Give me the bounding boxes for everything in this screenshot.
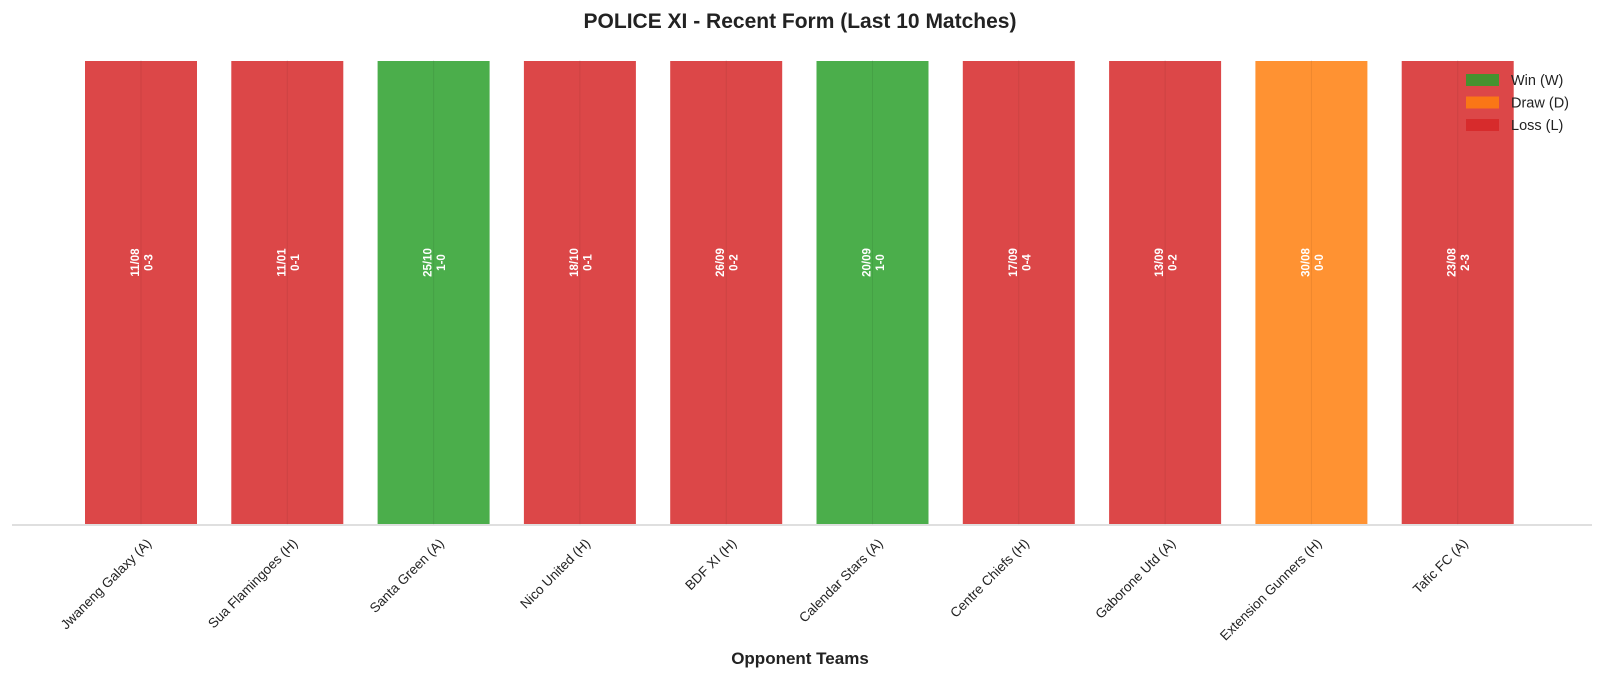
- bar-7: [1107, 59, 1224, 526]
- x-tick-label-7: Gaborone Utd (A): [1092, 536, 1178, 622]
- bar-label-1: 11/01 0-1: [276, 248, 302, 277]
- x-tick-label-9: Tafic FC (A): [1410, 536, 1471, 597]
- bar-score: 0-3: [144, 254, 156, 271]
- bar-label-4: 26/09 0-2: [715, 248, 741, 277]
- bar-2: [375, 59, 492, 526]
- bar-date: 26/09: [715, 248, 727, 277]
- bar-date: 17/09: [1008, 248, 1020, 277]
- bar-score: 1-0: [436, 254, 448, 271]
- x-tick-label-2: Santa Green (A): [367, 536, 447, 616]
- bar-score: 0-1: [582, 254, 594, 271]
- legend-label-D: Draw (D): [1511, 96, 1569, 112]
- bar-score: 0-1: [290, 254, 302, 271]
- bar-score: 1-0: [875, 254, 887, 271]
- bar-score: 0-2: [1168, 254, 1180, 271]
- bar-score: 0-0: [1314, 254, 1326, 271]
- bar-5: [814, 59, 931, 526]
- chart-title: POLICE XI - Recent Form (Last 10 Matches…: [584, 10, 1017, 33]
- bar-date: 20/09: [862, 248, 874, 277]
- x-tick-label-3: Nico United (H): [517, 536, 593, 612]
- bar-score: 2-3: [1460, 254, 1472, 271]
- bar-label-8: 30/08 0-0: [1300, 248, 1326, 277]
- bar-label-6: 17/09 0-4: [1008, 248, 1034, 277]
- bar-label-3: 18/10 0-1: [569, 248, 595, 277]
- bar-label-7: 13/09 0-2: [1154, 248, 1180, 277]
- bar-label-0: 11/08 0-3: [130, 248, 156, 277]
- legend-swatch-W: [1466, 74, 1499, 86]
- legend-swatch-L: [1466, 119, 1499, 131]
- bar-0: [83, 59, 199, 526]
- bar-score: 0-2: [729, 254, 741, 271]
- bar-date: 18/10: [569, 248, 581, 277]
- bar-label-2: 25/10 1-0: [423, 248, 449, 277]
- x-tick-label-0: Jwaneng Galaxy (A): [58, 536, 155, 633]
- bars-group: 11/08 0-3 11/01 0-1 25/10 1-0 18/10 0-1 26/09 0-2…: [83, 59, 1516, 526]
- bar-date: 30/08: [1300, 248, 1312, 277]
- bar-date: 23/08: [1447, 248, 1459, 277]
- bar-9: [1399, 59, 1516, 526]
- bar-label-9: 23/08 2-3: [1447, 248, 1473, 277]
- legend-swatch-D: [1466, 96, 1499, 109]
- x-tick-label-8: Extension Gunners (H): [1217, 536, 1325, 644]
- x-tick-label-6: Centre Chiefs (H): [947, 536, 1032, 621]
- bar-6: [960, 59, 1077, 526]
- bar-8: [1253, 59, 1370, 526]
- x-tick-labels: Jwaneng Galaxy (A) Sua Flamingoes (H) Sant…: [58, 536, 1471, 644]
- x-tick-label-4: BDF XI (H): [682, 536, 739, 593]
- x-axis-label: Opponent Teams: [731, 649, 869, 668]
- x-tick-label-5: Calendar Stars (A): [796, 536, 886, 626]
- x-tick-label-1: Sua Flamingoes (H): [205, 536, 300, 631]
- bar-date: 13/09: [1154, 248, 1166, 277]
- bar-date: 25/10: [423, 248, 435, 277]
- bar-date: 11/01: [276, 248, 288, 277]
- legend: Win (W) Draw (D) Loss (L): [1466, 73, 1569, 134]
- bar-date: 11/08: [130, 248, 142, 277]
- legend-label-W: Win (W): [1511, 73, 1563, 89]
- bar-score: 0-4: [1021, 254, 1033, 271]
- legend-label-L: Loss (L): [1511, 118, 1563, 134]
- bar-1: [229, 59, 346, 526]
- bar-label-5: 20/09 1-0: [862, 248, 888, 277]
